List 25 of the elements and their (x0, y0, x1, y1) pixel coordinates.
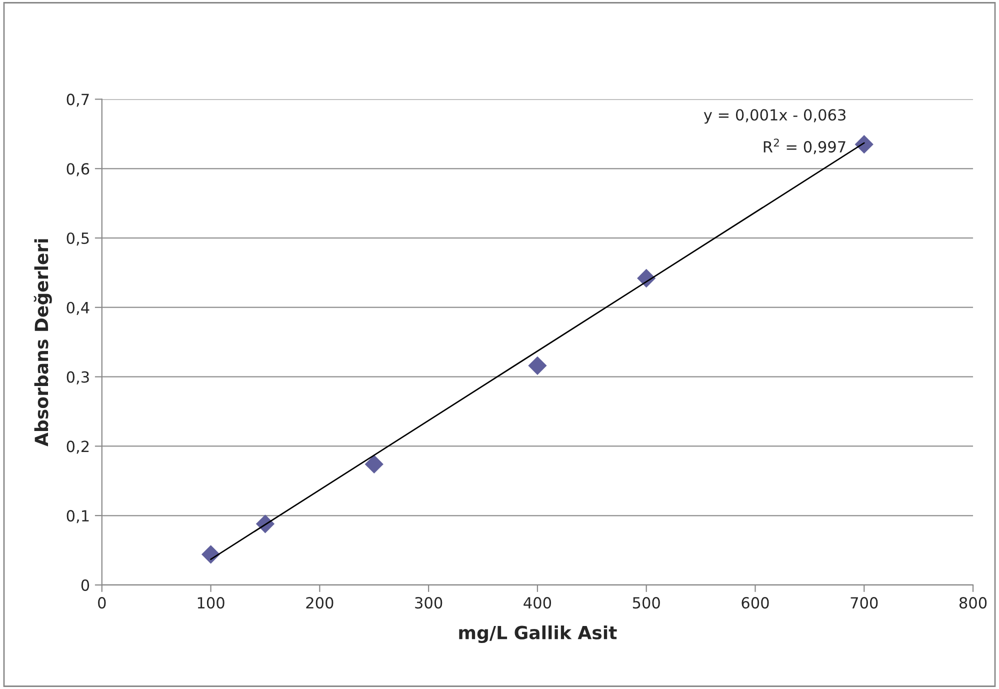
x-tick-label: 600 (742, 597, 769, 609)
x-tick-label: 100 (198, 597, 224, 609)
y-tick-label: 0,6 (66, 163, 90, 176)
y-tick-label: 0 (81, 579, 90, 591)
y-tick-label: 0,4 (66, 302, 90, 315)
x-axis-title: mg/L Gallik Asit (459, 625, 617, 644)
point (528, 356, 547, 375)
x-tick-label: 400 (524, 597, 552, 609)
x-tick-label: 300 (415, 597, 442, 609)
y-tick-label: 0,2 (66, 440, 89, 454)
x-tick-label: 700 (850, 597, 878, 609)
x-tick-label: 0 (98, 597, 106, 609)
point (854, 135, 874, 154)
y-tick-label: 0,3 (66, 371, 89, 384)
x-tick-label: 800 (959, 597, 987, 609)
point (201, 545, 220, 564)
annotation: R$^{2}$ = 0,997 (764, 138, 846, 154)
y-tick-label: 0,1 (66, 510, 89, 524)
point (364, 454, 384, 474)
y-tick-label: 0,5 (66, 232, 89, 246)
annotation: y = 0,001x - 0,063 (704, 109, 846, 124)
y-axis-title: Absorbans Değerleri (34, 239, 52, 446)
x-tick-label: 500 (632, 597, 660, 609)
y-tick-label: 0,7 (66, 94, 89, 107)
x-tick-label: 200 (306, 597, 334, 609)
